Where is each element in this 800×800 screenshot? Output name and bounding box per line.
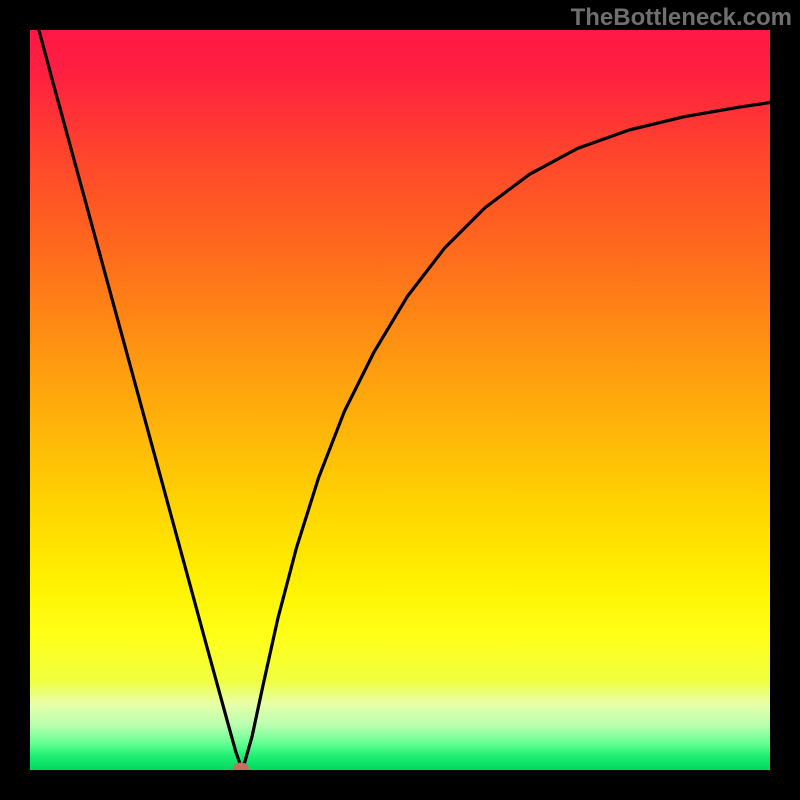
watermark-label: TheBottleneck.com bbox=[571, 4, 792, 32]
bottleneck-chart bbox=[30, 30, 770, 770]
chart-frame: TheBottleneck.com bbox=[0, 0, 800, 800]
